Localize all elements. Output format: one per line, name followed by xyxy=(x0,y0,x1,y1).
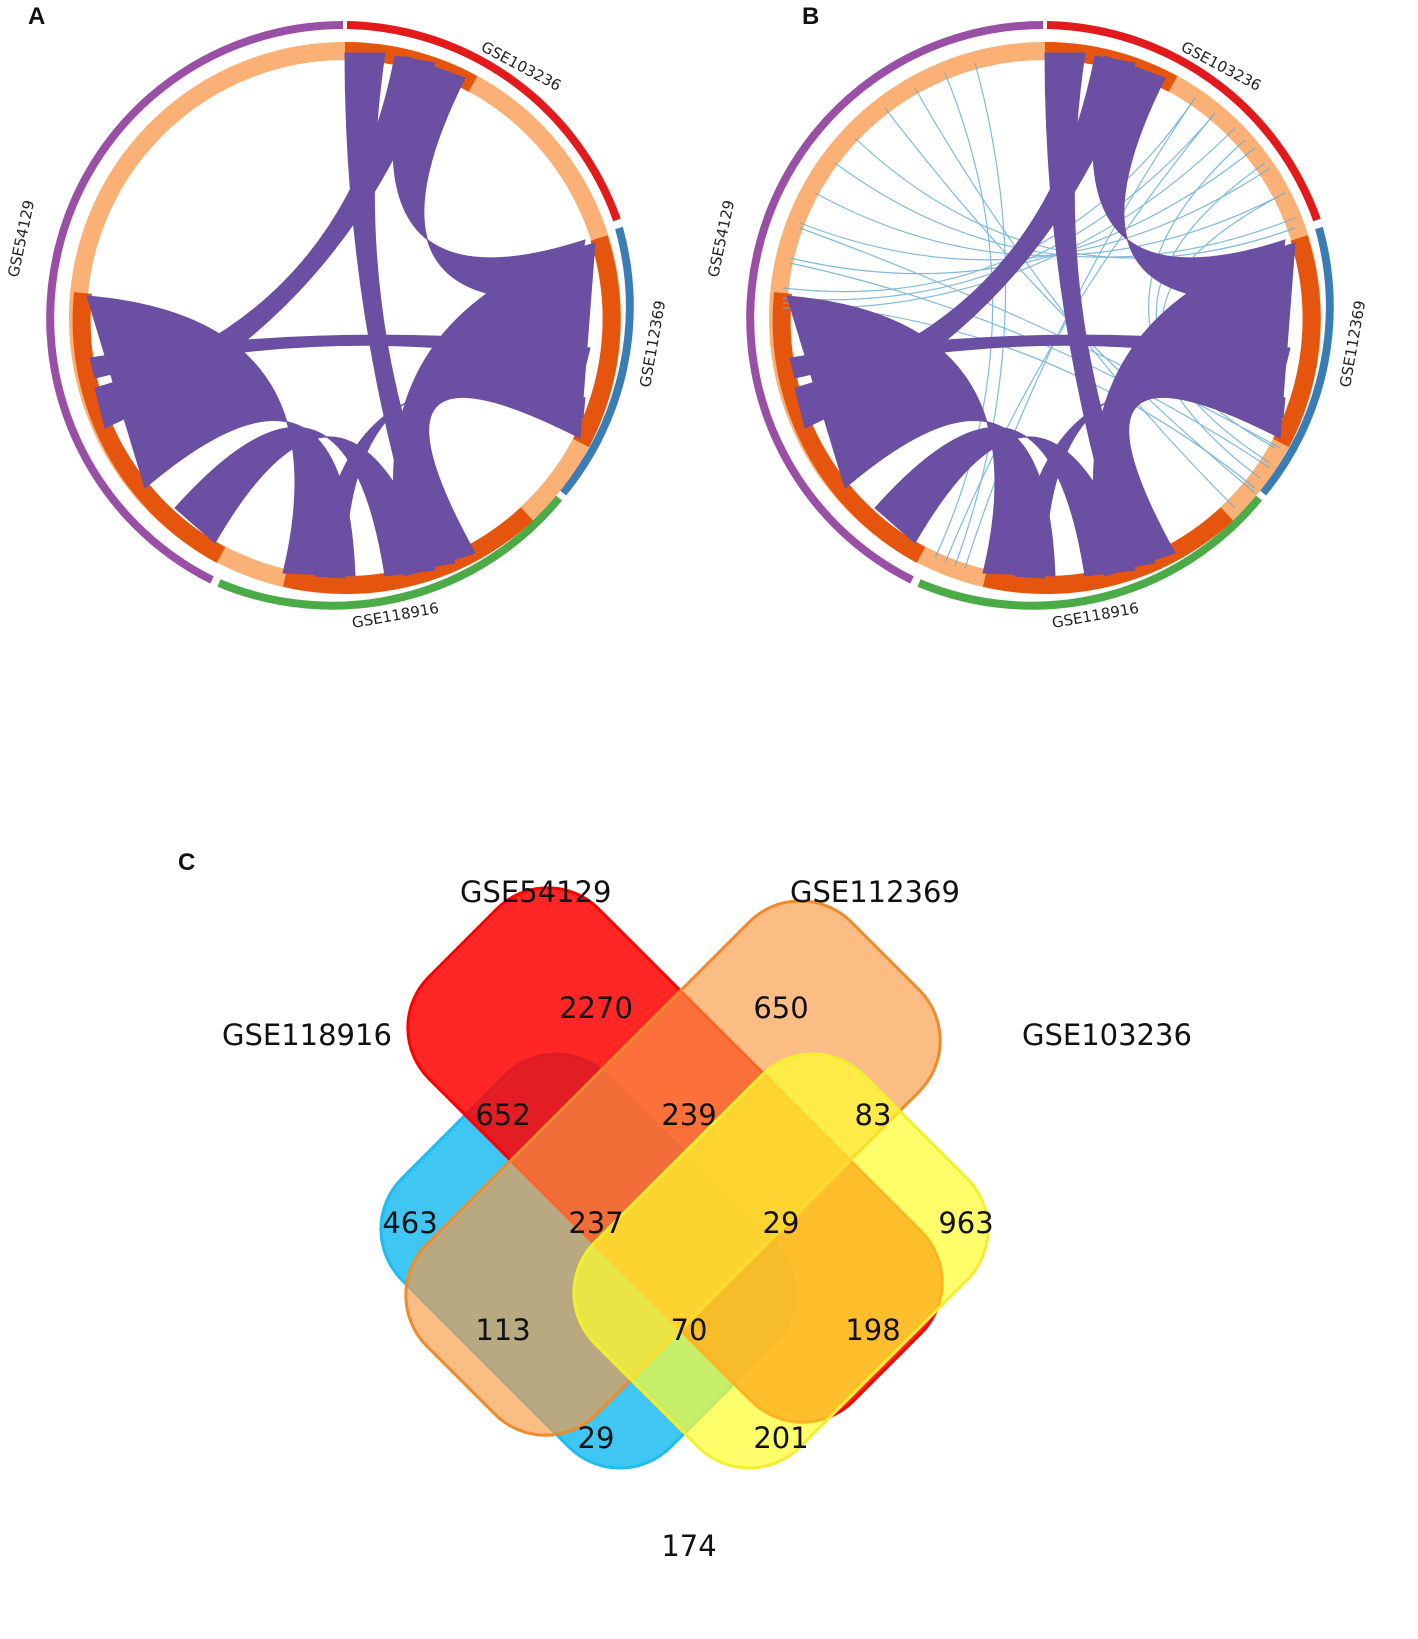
chord-ribbons xyxy=(86,52,596,579)
chord-label-gse54129: GSE54129 xyxy=(704,198,738,278)
outer-arc-gse103236 xyxy=(346,21,621,222)
light-chord xyxy=(884,107,1256,494)
light-chord xyxy=(799,167,1271,261)
outer-arc-gse103236 xyxy=(1046,21,1321,222)
ribbon-112369-118916 xyxy=(1014,378,1286,579)
inner-arc-gse54129-shared xyxy=(772,292,926,563)
inner-arc-gse112369-shared xyxy=(1273,235,1321,448)
inner-arc-gse118916-shared xyxy=(282,507,534,594)
venn-count: 29 xyxy=(578,1421,615,1455)
ribbon-112369-118916 xyxy=(314,378,586,579)
ribbon-54129-118916-b xyxy=(174,426,436,577)
light-chord xyxy=(954,62,1007,567)
light-chord xyxy=(914,87,1236,509)
outer-arc-gse118916 xyxy=(217,495,563,610)
light-chord xyxy=(1155,162,1271,464)
venn-set-gse103236 xyxy=(572,1052,990,1470)
ribbon-112369-103236 xyxy=(392,55,586,300)
outer-arc-gse118916 xyxy=(917,495,1263,610)
venn-count: 237 xyxy=(568,1206,623,1240)
venn-count: 650 xyxy=(753,991,808,1025)
venn-count: 463 xyxy=(382,1206,437,1240)
light-chord xyxy=(799,227,1281,449)
venn-counts: 2270 650 652 239 83 463 237 29 963 113 7… xyxy=(382,991,993,1563)
venn-label-gse103236: GSE103236 xyxy=(1022,1018,1192,1052)
venn-label-gse54129: GSE54129 xyxy=(460,875,611,909)
light-chord xyxy=(814,192,1286,256)
chord-label-gse112369: GSE112369 xyxy=(636,299,669,389)
light-chord xyxy=(964,97,1196,569)
panel-label-b: B xyxy=(802,3,819,30)
ribbon-103236-54129 xyxy=(94,55,436,429)
ribbon-103236-54129 xyxy=(794,55,1136,429)
chord-diagram-a: GSE103236 GSE112369 GSE118916 GSE54129 xyxy=(4,21,669,632)
outer-arc-gse112369 xyxy=(1259,226,1334,496)
ribbon-112369-103236 xyxy=(1092,55,1286,300)
venn-count: 652 xyxy=(475,1098,530,1132)
light-chord xyxy=(834,162,1296,258)
venn-count: 83 xyxy=(855,1098,892,1132)
venn-count: 963 xyxy=(938,1206,993,1240)
outer-arc-gse112369 xyxy=(559,226,634,496)
venn-label-gse118916: GSE118916 xyxy=(222,1018,392,1052)
light-chord xyxy=(944,112,1216,564)
chord-diagram-b: GSE103236 GSE112369 GSE118916 GSE54129 xyxy=(704,21,1369,632)
outer-ring xyxy=(46,21,634,610)
ribbon-54129-118916-b xyxy=(874,426,1136,577)
venn-count: 201 xyxy=(753,1421,808,1455)
outer-ring xyxy=(746,21,1334,610)
venn-label-gse112369: GSE112369 xyxy=(790,875,960,909)
partial-overlap-chords xyxy=(782,62,1296,569)
ribbon-54129-112369 xyxy=(789,334,1291,379)
outer-arc-gse54129 xyxy=(46,21,344,584)
inner-arc-gse54129-shared xyxy=(72,292,226,563)
venn-count: 174 xyxy=(661,1529,716,1563)
outer-arc-gse54129 xyxy=(746,21,1044,584)
venn-count: 70 xyxy=(671,1313,708,1347)
venn-count: 2270 xyxy=(559,991,633,1025)
venn-diagram: GSE118916 GSE54129 GSE112369 GSE103236 2… xyxy=(222,875,1192,1563)
venn-count: 113 xyxy=(475,1313,530,1347)
chord-ribbons xyxy=(786,52,1296,579)
inner-arc-gse112369-shared xyxy=(573,235,621,448)
light-chord xyxy=(934,72,994,559)
chord-label-gse112369: GSE112369 xyxy=(1336,299,1369,389)
inner-arc-gse118916-shared xyxy=(982,507,1234,594)
venn-count: 198 xyxy=(845,1313,900,1347)
chord-label-gse54129: GSE54129 xyxy=(4,198,38,278)
venn-shapes xyxy=(379,886,990,1470)
venn-count: 239 xyxy=(661,1098,716,1132)
light-chord xyxy=(1148,139,1261,479)
panel-label-c: C xyxy=(178,849,195,876)
panel-label-a: A xyxy=(28,3,45,30)
venn-count: 29 xyxy=(763,1206,800,1240)
ribbon-54129-112369 xyxy=(89,334,591,379)
